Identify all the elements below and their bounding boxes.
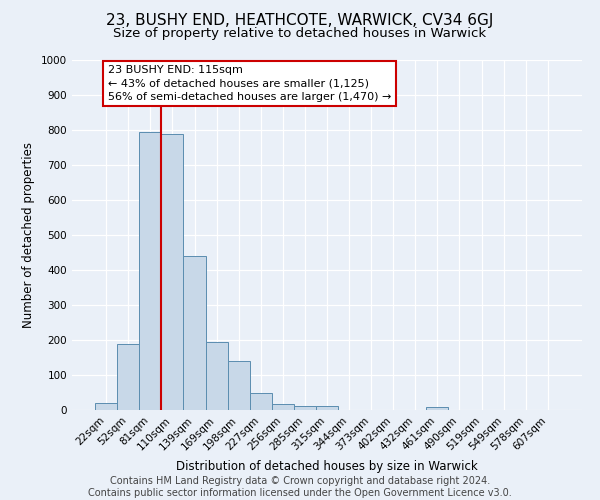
Text: 23, BUSHY END, HEATHCOTE, WARWICK, CV34 6GJ: 23, BUSHY END, HEATHCOTE, WARWICK, CV34 …: [106, 12, 494, 28]
Bar: [139, 132, 161, 410]
Bar: [427, 406, 448, 410]
Bar: [272, 404, 294, 410]
Text: Size of property relative to detached houses in Warwick: Size of property relative to detached ho…: [113, 28, 487, 40]
Bar: [184, 256, 206, 410]
Bar: [227, 361, 250, 410]
Text: 23 BUSHY END: 115sqm
← 43% of detached houses are smaller (1,125)
56% of semi-de: 23 BUSHY END: 115sqm ← 43% of detached h…: [108, 66, 391, 102]
Bar: [206, 342, 227, 410]
Bar: [117, 344, 139, 410]
Bar: [294, 406, 316, 410]
Bar: [250, 392, 272, 410]
Bar: [316, 406, 338, 410]
Bar: [95, 403, 117, 410]
Y-axis label: Number of detached properties: Number of detached properties: [22, 142, 35, 328]
Bar: [161, 134, 184, 410]
Text: Contains HM Land Registry data © Crown copyright and database right 2024.
Contai: Contains HM Land Registry data © Crown c…: [88, 476, 512, 498]
X-axis label: Distribution of detached houses by size in Warwick: Distribution of detached houses by size …: [176, 460, 478, 473]
